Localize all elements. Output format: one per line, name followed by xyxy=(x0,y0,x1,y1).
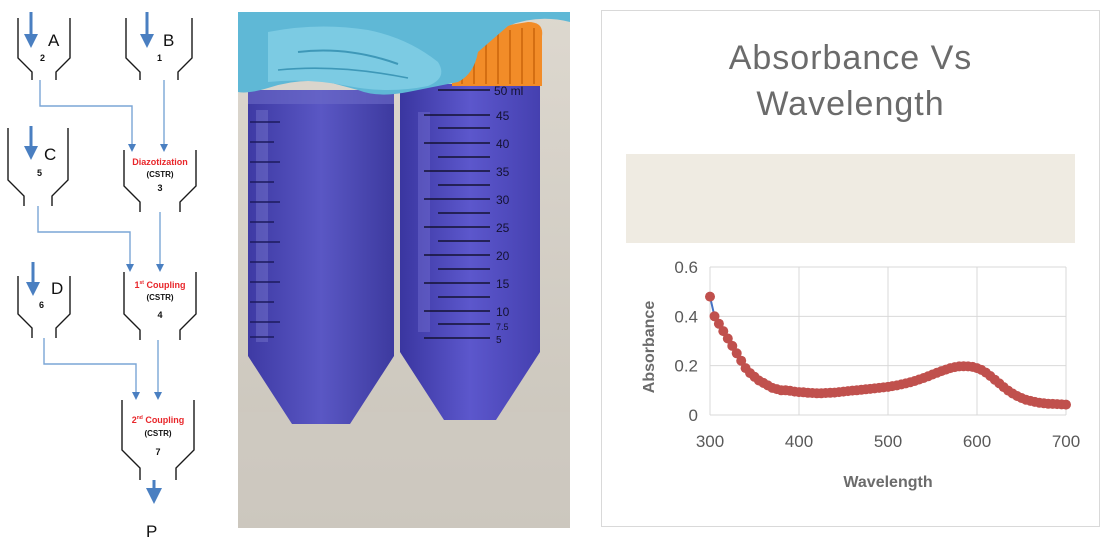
reactor-4-name: 1st Coupling xyxy=(135,280,186,290)
reactor-3-vessel xyxy=(123,150,197,212)
x-tick-label: 300 xyxy=(696,432,724,451)
data-point xyxy=(727,340,738,351)
feed-arrows xyxy=(24,12,162,504)
y-tick-label: 0.6 xyxy=(674,258,698,277)
data-point xyxy=(731,348,742,359)
right-tube: 50 ml 45 40 35 30 25 20 15 10 7.5 5 xyxy=(400,84,540,420)
line-arrowheads xyxy=(126,144,168,400)
data-point xyxy=(1061,399,1071,410)
reactor-7-number: 7 xyxy=(155,447,160,457)
reactor-4-number: 4 xyxy=(157,310,162,320)
scale-label: 25 xyxy=(496,221,510,235)
feed-hopper-a xyxy=(17,18,71,80)
legend-area xyxy=(626,154,1075,243)
y-tick-label: 0.2 xyxy=(674,357,698,376)
reactor-4-type: (CSTR) xyxy=(146,293,173,302)
data-point xyxy=(718,326,729,337)
feed-c-letter: C xyxy=(44,145,56,164)
reactor-labels: Diazotization (CSTR) 3 1st Coupling (CST… xyxy=(132,157,188,457)
chart-title: Absorbance Vs Wavelength xyxy=(602,35,1099,127)
data-point xyxy=(713,318,724,329)
x-tick-label: 600 xyxy=(963,432,991,451)
x-tick-label: 500 xyxy=(874,432,902,451)
feed-a-number: 2 xyxy=(40,53,45,63)
feed-d-letter: D xyxy=(51,279,63,298)
data-point xyxy=(709,311,720,322)
scale-label: 40 xyxy=(496,137,510,151)
chart-title-line2: Wavelength xyxy=(756,85,945,123)
scale-label: 20 xyxy=(496,249,510,263)
scale-label: 5 xyxy=(496,335,502,346)
reactor-flow-diagram: A 2 B 1 C 5 D 6 Diazotization (CSTR) 3 1… xyxy=(7,12,197,541)
feed-c-number: 5 xyxy=(37,168,42,178)
reactor-7-name: 2nd Coupling xyxy=(132,415,185,425)
x-tick-labels: 300 400 500 600 700 xyxy=(696,432,1080,451)
reactor-7-type: (CSTR) xyxy=(144,429,171,438)
feed-hopper-d xyxy=(17,276,71,338)
scale-label: 30 xyxy=(496,193,510,207)
hopper-outlines xyxy=(7,18,197,480)
feed-b-letter: B xyxy=(163,31,174,50)
y-tick-labels: 0 0.2 0.4 0.6 xyxy=(674,258,698,425)
product-label: P xyxy=(146,522,157,541)
absorbance-plot: 0 0.2 0.4 0.6 300 400 500 600 700 Absorbance Wa… xyxy=(641,258,1080,491)
feed-a-letter: A xyxy=(48,31,60,50)
feed-arrow-b-icon xyxy=(140,12,154,48)
reactor-7-vessel xyxy=(121,400,195,480)
reactor-4-vessel xyxy=(123,272,197,340)
sample-tubes-photo: 50 ml 45 40 35 30 25 20 15 10 7.5 5 xyxy=(238,12,570,528)
reactor-3-type: (CSTR) xyxy=(146,170,173,179)
chart-title-line1: Absorbance Vs xyxy=(728,39,973,77)
scale-label: 7.5 xyxy=(496,322,509,332)
data-point xyxy=(736,355,747,366)
feed-d-number: 6 xyxy=(39,300,44,310)
feed-arrow-c-icon xyxy=(24,126,38,160)
scale-label: 10 xyxy=(496,305,510,319)
x-axis-label: Wavelength xyxy=(843,474,932,491)
chart-panel: Absorbance Vs Wavelength 0 0.2 0.4 0.6 300 4… xyxy=(601,10,1100,527)
feed-arrow-d-icon xyxy=(26,262,40,296)
y-tick-label: 0.4 xyxy=(674,307,698,326)
feed-b-number: 1 xyxy=(157,53,162,63)
glove-hand xyxy=(238,12,570,95)
y-tick-label: 0 xyxy=(689,406,698,425)
data-point xyxy=(722,333,733,344)
data-point xyxy=(705,291,715,302)
scale-label: 45 xyxy=(496,109,510,123)
x-tick-label: 400 xyxy=(785,432,813,451)
left-tube xyxy=(248,90,394,424)
feed-arrow-a-icon xyxy=(24,12,38,48)
reactor-3-number: 3 xyxy=(157,183,162,193)
feed-hopper-c xyxy=(7,128,69,206)
feed-labels: A 2 B 1 C 5 D 6 xyxy=(37,31,174,310)
reactor-3-name: Diazotization xyxy=(132,157,188,167)
scale-label: 15 xyxy=(496,277,510,291)
scale-label: 50 ml xyxy=(494,84,523,98)
tube-scale-labels: 50 ml 45 40 35 30 25 20 15 10 7.5 5 xyxy=(494,84,523,346)
y-axis-label: Absorbance xyxy=(641,301,658,394)
x-tick-label: 700 xyxy=(1052,432,1080,451)
series-points xyxy=(705,291,1071,410)
scale-label: 35 xyxy=(496,165,510,179)
feed-hopper-b xyxy=(125,18,193,80)
product-arrow-icon xyxy=(146,480,162,504)
